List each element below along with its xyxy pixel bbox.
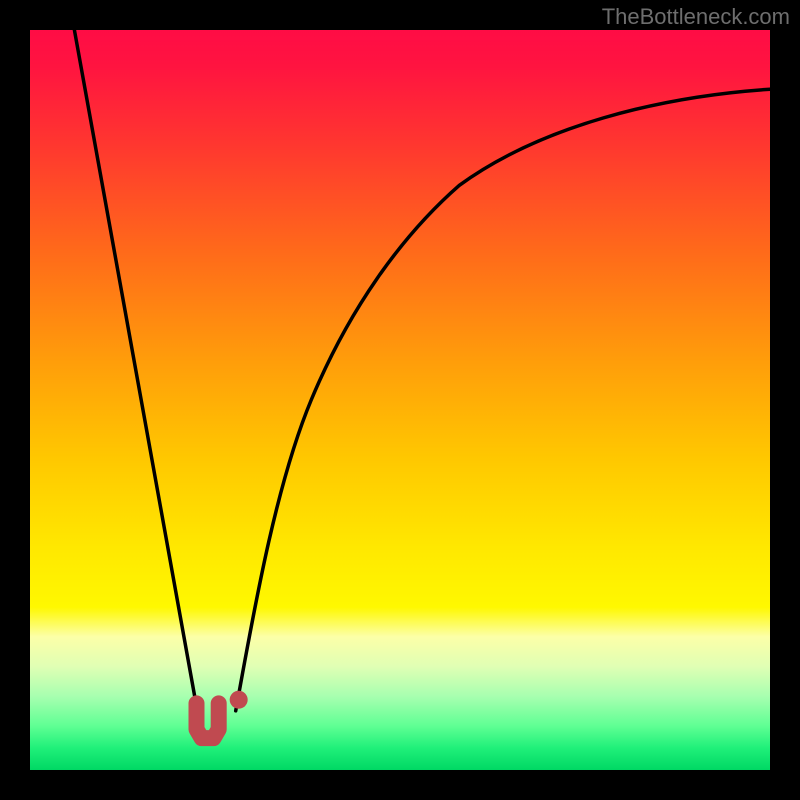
chart-svg: [0, 0, 800, 800]
chart-container: TheBottleneck.com: [0, 0, 800, 800]
attribution-text: TheBottleneck.com: [602, 4, 790, 30]
dot-marker: [230, 691, 248, 709]
